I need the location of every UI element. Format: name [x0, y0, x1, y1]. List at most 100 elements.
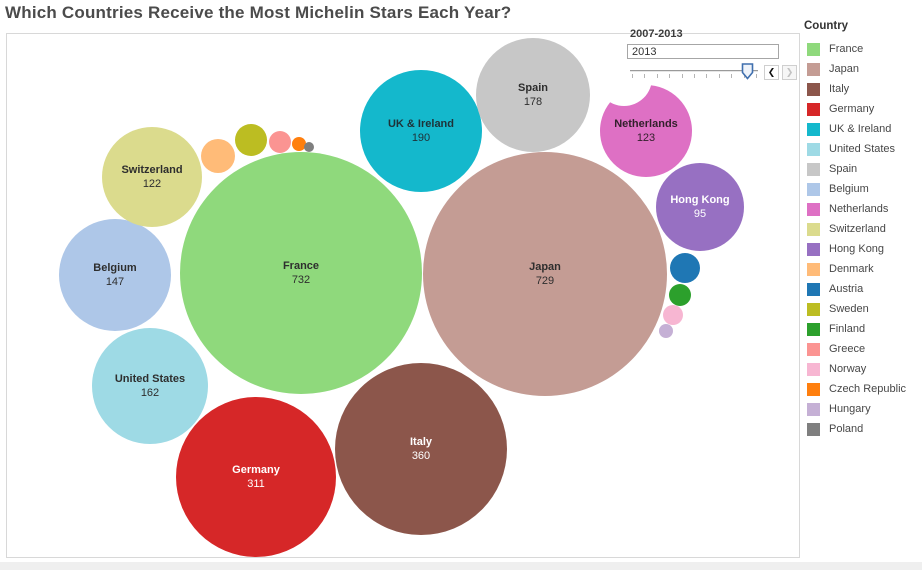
legend-item-label: Sweden	[829, 303, 869, 315]
bubble-star-count: 732	[291, 274, 311, 286]
legend-color-swatch	[807, 62, 820, 76]
legend-item-finland[interactable]: Finland	[803, 319, 921, 339]
bottom-scroll-strip	[0, 562, 922, 570]
bubble-label: Italy 360	[410, 435, 432, 463]
legend-item-spain[interactable]: Spain	[803, 159, 921, 179]
bubble-japan[interactable]: Japan 729	[423, 152, 667, 396]
bubble-label: Spain 178	[518, 81, 548, 109]
legend-color-swatch	[807, 302, 820, 316]
bubble-label: Belgium 147	[93, 261, 136, 289]
legend-item-italy[interactable]: Italy	[803, 79, 921, 99]
bubble-star-count: 311	[247, 478, 265, 490]
legend-color-swatch	[807, 222, 820, 236]
page-title: Which Countries Receive the Most Micheli…	[5, 3, 512, 22]
legend-item-sweden[interactable]: Sweden	[803, 299, 921, 319]
legend-item-netherlands[interactable]: Netherlands	[803, 199, 921, 219]
year-slider-thumb[interactable]	[741, 63, 754, 80]
bubble-czech-republic[interactable]	[292, 137, 306, 151]
bubble-poland[interactable]	[304, 142, 314, 152]
legend-color-swatch	[807, 122, 820, 136]
legend-country: Country France Japan Italy Germany UK & …	[803, 20, 921, 439]
legend-item-label: Norway	[829, 363, 867, 375]
legend-color-swatch	[807, 262, 820, 276]
bubble-switzerland[interactable]: Switzerland 122	[102, 127, 202, 227]
bubble-country-name: Japan	[529, 261, 561, 273]
legend-item-switzerland[interactable]: Switzerland	[803, 219, 921, 239]
year-input[interactable]	[627, 44, 779, 59]
bubble-hungary[interactable]	[659, 324, 673, 338]
bubble-germany[interactable]: Germany 311	[176, 397, 336, 557]
bubble-finland[interactable]	[669, 284, 691, 306]
legend-item-united-states[interactable]: United States	[803, 139, 921, 159]
bubble-label: Germany 311	[232, 463, 280, 491]
legend-item-poland[interactable]: Poland	[803, 419, 921, 439]
slider-tick	[694, 74, 695, 78]
legend-item-label: Czech Republic	[829, 383, 907, 395]
year-range-label: 2007-2013	[630, 28, 683, 40]
bubble-label: United States 162	[115, 372, 185, 400]
legend-item-japan[interactable]: Japan	[803, 59, 921, 79]
bubble-label: Switzerland 122	[121, 163, 182, 191]
bubble-united-states[interactable]: United States 162	[92, 328, 208, 444]
legend-item-label: Japan	[829, 63, 859, 75]
bubble-greece[interactable]	[269, 131, 291, 153]
bubble-star-count: 162	[140, 387, 160, 399]
bubble-spain[interactable]: Spain 178	[476, 38, 590, 152]
legend-item-label: Greece	[829, 343, 866, 355]
slider-tick	[731, 74, 733, 78]
year-slider-track[interactable]	[630, 70, 758, 72]
slider-tick	[743, 74, 745, 78]
legend-item-label: Spain	[829, 163, 858, 175]
bubble-france[interactable]: France 732	[180, 152, 422, 394]
legend-item-norway[interactable]: Norway	[803, 359, 921, 379]
bubble-sweden[interactable]	[235, 124, 267, 156]
legend-color-swatch	[807, 382, 820, 396]
legend-item-label: France	[829, 43, 864, 55]
legend-item-label: UK & Ireland	[829, 123, 892, 135]
bubble-hong-kong[interactable]: Hong Kong 95	[656, 163, 744, 251]
legend-item-greece[interactable]: Greece	[803, 339, 921, 359]
bubble-austria[interactable]	[670, 253, 700, 283]
legend-item-denmark[interactable]: Denmark	[803, 259, 921, 279]
legend-item-label: Hungary	[829, 403, 871, 415]
legend-item-france[interactable]: France	[803, 39, 921, 59]
bubble-star-count: 178	[523, 96, 543, 108]
legend-title: Country	[804, 20, 849, 32]
legend-item-label: Italy	[829, 83, 850, 95]
slider-tick	[669, 74, 671, 78]
bubble-uk-ireland[interactable]: UK & Ireland 190	[360, 70, 482, 192]
slider-tick	[681, 74, 683, 78]
previous-year-button[interactable]: ❮	[764, 65, 779, 80]
bubble-norway[interactable]	[663, 305, 683, 325]
bubble-italy[interactable]: Italy 360	[335, 363, 507, 535]
legend-color-swatch	[807, 162, 820, 176]
legend-item-czech-republic[interactable]: Czech Republic	[803, 379, 921, 399]
slider-tick	[756, 74, 757, 78]
bubble-star-count: 360	[411, 450, 431, 462]
slider-tick	[706, 74, 708, 78]
bubble-star-count: 123	[636, 132, 656, 144]
legend-color-swatch	[807, 42, 820, 56]
bubble-country-name: Spain	[518, 82, 548, 94]
bubble-country-name: Belgium	[93, 262, 137, 274]
legend-item-austria[interactable]: Austria	[803, 279, 921, 299]
slider-tick	[718, 74, 720, 78]
legend-item-label: Germany	[829, 103, 875, 115]
next-year-button[interactable]: ❯	[782, 65, 797, 80]
bubble-belgium[interactable]: Belgium 147	[59, 219, 171, 331]
legend-color-swatch	[807, 182, 820, 196]
legend-item-germany[interactable]: Germany	[803, 99, 921, 119]
bubble-star-count: 95	[693, 208, 707, 220]
legend-item-uk-ireland[interactable]: UK & Ireland	[803, 119, 921, 139]
bubble-denmark[interactable]	[201, 139, 235, 173]
bubble-star-count: 729	[535, 275, 555, 287]
legend-color-swatch	[807, 342, 820, 356]
bubble-star-count: 147	[105, 276, 125, 288]
legend-item-belgium[interactable]: Belgium	[803, 179, 921, 199]
legend-color-swatch	[807, 322, 820, 336]
legend-item-hong-kong[interactable]: Hong Kong	[803, 239, 921, 259]
legend-item-hungary[interactable]: Hungary	[803, 399, 921, 419]
legend-color-swatch	[807, 402, 820, 416]
bubble-label: Hong Kong 95	[670, 193, 729, 221]
